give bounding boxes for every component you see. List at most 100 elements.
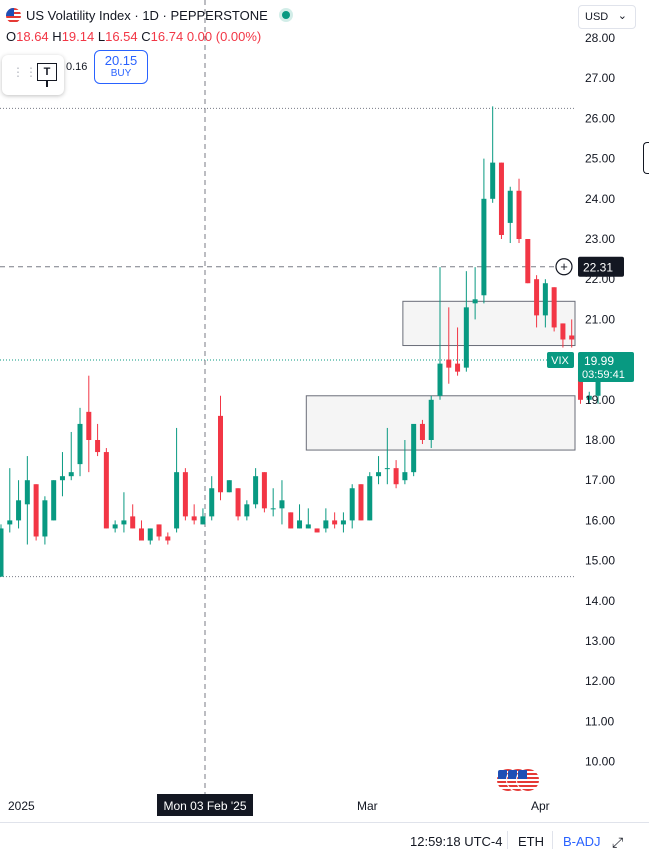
candle-body [323,520,329,529]
candlestick-chart[interactable]: 28.0027.0026.0025.0024.0023.0022.0021.00… [0,0,649,822]
bottom-bar: 12:59:18 UTC-4 ETH B-ADJ ⤢ [0,822,649,855]
y-tick-label: 16.00 [585,513,615,527]
y-tick-label: 21.00 [585,312,615,326]
symbol-badge [547,352,574,369]
candle-body [7,520,13,525]
y-tick-label: 24.00 [585,192,615,206]
candle-body [376,472,382,477]
high-value: 19.14 [61,29,95,44]
candle-body [261,472,267,509]
candle-body [147,528,153,541]
candle-body [384,468,390,470]
y-tick-label: 15.00 [585,554,615,568]
side-panel-toggle[interactable] [643,142,649,174]
y-tick-label: 23.00 [585,232,615,246]
currency-select[interactable]: USD ⌄ [578,5,636,29]
change-value: 0.00 (0.00%) [186,29,262,44]
session-toggle[interactable]: ETH [518,834,544,849]
crosshair-x-label: Mon 03 Feb '25 [163,799,246,813]
fvg-zone [402,300,576,347]
candle-body [112,524,118,529]
candle-body [297,520,303,529]
y-tick-label: 17.00 [585,473,615,487]
candle-body [174,472,180,529]
candle-body [156,524,162,537]
floating-toolbar[interactable]: ⋮⋮ T [2,55,64,95]
symbol-label: VIX [551,355,569,367]
candle-body [516,190,522,239]
candle-body [428,399,434,440]
y-tick-label: 11.00 [585,714,614,728]
symbol-legend[interactable]: US Volatility Index · 1D · PEPPERSTONE [6,5,290,25]
svg-text:+: + [560,259,568,274]
candle-body [103,452,109,529]
market-open-dot-icon [281,11,290,19]
candle-body [218,415,223,493]
last-price-badge [578,352,634,383]
candle-body [86,411,92,440]
clock-time[interactable]: 12:59:18 UTC-4 [410,834,503,849]
candle-body [59,476,65,481]
candle-body [367,476,373,521]
candle-body [393,468,399,485]
candle-body [358,484,364,521]
candle-body [130,516,136,529]
x-tick-label: 2025 [8,799,35,813]
candle-body [77,423,83,465]
currency-label: USD [585,11,609,23]
symbol-title[interactable]: US Volatility Index · 1D · PEPPERSTONE [26,7,268,23]
candle-body [200,516,206,525]
candle-body [226,480,232,493]
us-flag-icon [6,7,21,23]
candle-body [463,307,469,368]
y-tick-label: 13.00 [585,634,615,648]
candle-body [0,528,4,577]
multi-flag-icon[interactable] [496,768,540,792]
add-alert-plus-icon[interactable]: + [555,258,573,276]
candle-body [534,279,540,316]
candle-body [270,508,276,510]
adjustment-toggle[interactable]: B-ADJ [563,834,601,849]
candle-body [235,488,241,517]
candle-body [551,287,557,328]
candle-body [455,363,461,372]
candle-body [288,512,294,529]
candle-body [244,504,250,517]
candle-body [498,162,504,235]
crosshair-y-badge [578,256,624,277]
y-tick-label: 18.00 [585,433,615,447]
y-tick-label: 26.00 [585,111,615,125]
candle-body [419,423,425,440]
candle-body [209,488,215,517]
countdown-label: 03:59:41 [582,369,625,381]
open-value: 18.64 [16,29,49,44]
y-tick-label: 27.00 [585,71,615,85]
candle-body [165,536,171,541]
candle-body [525,239,531,284]
candle-body [490,162,496,199]
expand-icon[interactable]: ⤢ [612,834,624,850]
buy-button[interactable]: 20.15 BUY [94,50,148,84]
candle-body [402,472,408,481]
candle-body [305,524,311,529]
candle-body [95,440,101,453]
buy-price: 20.15 [104,53,138,68]
candle-body [437,363,443,396]
candle-body [340,520,346,525]
candle-body [569,335,575,340]
x-tick-label: Mar [357,799,378,813]
chevron-down-icon: ⌄ [617,10,627,22]
text-tool-icon[interactable]: T [37,63,57,87]
candle-body [121,520,127,525]
drag-handle-icon[interactable]: ⋮⋮ [12,65,38,79]
y-tick-label: 25.00 [585,152,615,166]
candle-body [182,472,188,517]
candle-body [279,500,285,509]
crosshair-y-label: 22.31 [583,261,613,275]
candle-body [314,528,320,533]
candle-body [42,500,48,537]
candle-body [349,488,355,521]
ohlc-values: O18.64 H19.14 L16.54 C16.74 0.00 (0.00%) [6,29,262,44]
candle-body [68,472,74,477]
sell-spread-value: 0.16 [66,61,88,73]
